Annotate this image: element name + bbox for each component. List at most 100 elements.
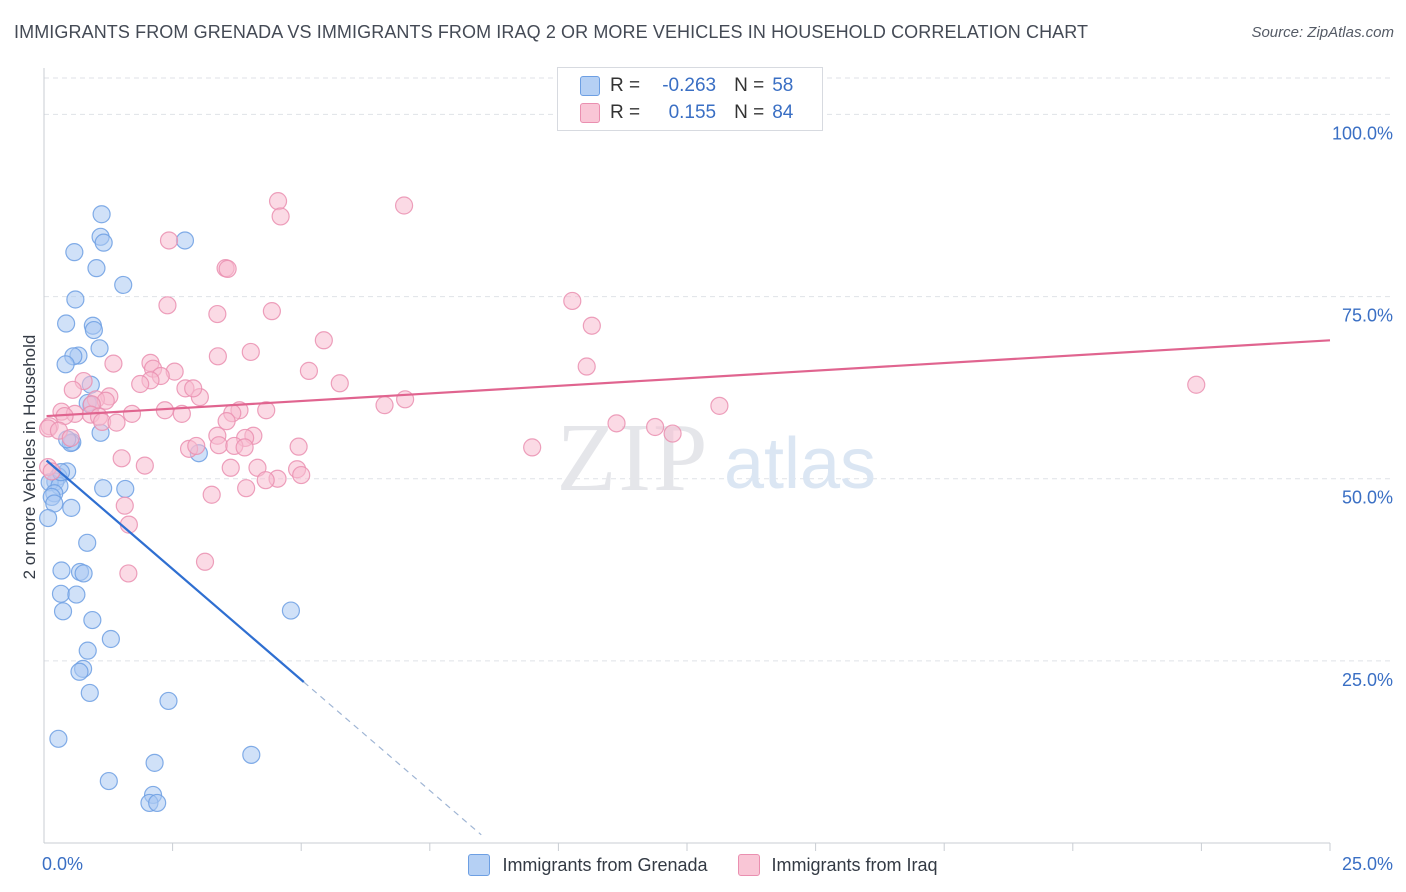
iraq-point xyxy=(710,396,729,415)
iraq-point xyxy=(577,357,596,376)
iraq-point xyxy=(396,390,415,409)
grenada-point xyxy=(84,320,103,340)
grenada-point xyxy=(53,602,73,621)
iraq-point xyxy=(122,404,142,423)
iraq-point xyxy=(394,196,414,215)
iraq-point xyxy=(292,465,311,485)
y-tick-label: 75.0% xyxy=(1342,306,1393,326)
grenada-point xyxy=(92,205,111,224)
x-tick-label: 25.0% xyxy=(1342,854,1393,874)
iraq-point xyxy=(107,413,126,432)
grenada-point xyxy=(175,231,195,250)
iraq-point xyxy=(104,354,123,373)
iraq-point xyxy=(208,304,227,324)
grenada-trend-line xyxy=(45,459,305,683)
grenada-point xyxy=(83,610,102,630)
grenada-point xyxy=(94,479,113,498)
iraq-point xyxy=(202,485,221,504)
iraq-point xyxy=(241,342,260,362)
series-legend-item-iraq[interactable]: Immigrants from Iraq xyxy=(737,854,938,876)
grenada-point xyxy=(70,662,89,681)
iraq-point xyxy=(184,379,203,398)
legend-r-label: R = xyxy=(610,75,641,96)
legend-row-iraq: R = 0.155 N = 84 xyxy=(580,101,793,125)
iraq-point xyxy=(563,291,582,311)
legend-n-label: N = xyxy=(734,75,765,96)
grenada-trend-extension xyxy=(303,681,482,836)
iraq-trend-line xyxy=(46,339,1331,418)
correlation-legend: R = -0.263 N = 58 R = 0.155 N = 84 xyxy=(557,67,823,131)
axis-layer xyxy=(43,68,1331,851)
iraq-point xyxy=(217,412,236,431)
grenada-point xyxy=(99,771,118,791)
iraq-point xyxy=(158,296,177,315)
iraq-point xyxy=(523,438,542,457)
y-tick-label: 100.0% xyxy=(1332,123,1393,143)
iraq-point xyxy=(195,552,215,571)
grenada-point xyxy=(57,314,76,333)
chart-title: IMMIGRANTS FROM GRENADA VS IMMIGRANTS FR… xyxy=(14,22,1089,42)
grenada-point xyxy=(52,561,71,580)
legend-r-value: -0.263 xyxy=(662,75,717,96)
iraq-point xyxy=(187,436,206,456)
iraq-point xyxy=(115,496,134,515)
legend-n-value: 84 xyxy=(772,102,794,123)
grenada-point xyxy=(101,629,120,649)
series-swatch-iraq xyxy=(737,854,760,876)
points-layer xyxy=(39,192,1206,813)
grenada-point xyxy=(78,533,97,552)
legend-row-grenada: R = -0.263 N = 58 xyxy=(580,74,793,98)
grenada-point xyxy=(49,729,68,748)
iraq-point xyxy=(1187,375,1206,394)
grenada-point xyxy=(281,601,301,620)
iraq-point xyxy=(61,428,80,448)
watermark: ZIP atlas xyxy=(557,404,877,512)
grenada-point xyxy=(80,683,99,703)
iraq-point xyxy=(268,192,288,211)
iraq-point xyxy=(119,564,138,583)
iraq-point xyxy=(159,231,179,250)
iraq-point xyxy=(209,436,228,455)
grenada-point xyxy=(66,290,85,309)
iraq-point xyxy=(271,207,290,226)
chart-source: Source: ZipAtlas.com xyxy=(1251,24,1394,41)
iraq-point xyxy=(235,438,254,457)
iraq-point xyxy=(582,316,601,335)
iraq-point xyxy=(112,449,131,468)
y-tick-label: 25.0% xyxy=(1342,670,1393,690)
grenada-point xyxy=(67,585,86,604)
iraq-point xyxy=(375,396,394,415)
iraq-point xyxy=(63,380,82,399)
iraq-point xyxy=(646,417,665,437)
iraq-point xyxy=(330,374,349,393)
watermark-zip: ZIP xyxy=(557,404,710,512)
iraq-point xyxy=(135,456,154,475)
watermark-atlas: atlas xyxy=(724,424,876,504)
iraq-point xyxy=(257,401,276,420)
iraq-point xyxy=(221,458,240,477)
grenada-point xyxy=(65,243,84,262)
legend-swatch-iraq xyxy=(580,103,600,123)
grenada-point xyxy=(94,233,113,252)
grenada-point xyxy=(39,508,58,528)
series-legend-item-grenada[interactable]: Immigrants from Grenada xyxy=(468,854,708,876)
iraq-point xyxy=(172,404,191,423)
legend-swatch-grenada xyxy=(580,76,600,96)
series-legend-label: Immigrants from Grenada xyxy=(502,854,708,875)
y-tick-label: 50.0% xyxy=(1342,488,1393,508)
grenada-point xyxy=(51,584,71,603)
y-axis-label: 2 or more Vehicles in Household xyxy=(20,334,39,580)
iraq-point xyxy=(262,302,281,321)
grenada-point xyxy=(145,753,164,772)
series-swatch-grenada xyxy=(468,854,491,876)
iraq-point xyxy=(218,259,237,278)
grenada-point xyxy=(114,275,133,295)
series-legend: Immigrants from Grenada Immigrants from … xyxy=(0,852,1406,878)
iraq-point xyxy=(299,361,319,380)
iraq-point xyxy=(256,471,275,490)
x-tick-label: 0.0% xyxy=(42,854,83,874)
grenada-point xyxy=(90,339,109,358)
grenada-point xyxy=(148,793,167,813)
grenada-point xyxy=(159,691,178,711)
